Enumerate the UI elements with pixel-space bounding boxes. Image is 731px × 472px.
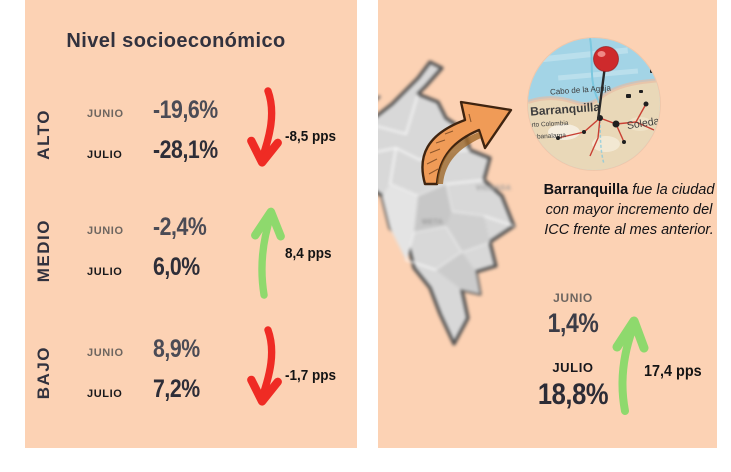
city-junio-label: JUNIO: [553, 291, 593, 305]
photo-label-puerto: Puerto Colombia: [528, 120, 569, 130]
arrow-down-icon: [247, 326, 282, 406]
level-row-medio: MEDIO JUNIO -2,4% JULIO 6,0% 8,4 pps: [25, 203, 357, 303]
julio-label: JULIO: [87, 149, 123, 161]
caption-city-name: Barranquilla: [543, 182, 629, 198]
socioeconomic-panel: Nivel socioeconómico ALTO JUNIO -19,6% J…: [25, 0, 357, 448]
level-label-alto: ALTO: [34, 108, 53, 160]
level-label-bajo: BAJO: [34, 346, 53, 400]
level-row-alto: ALTO JUNIO -19,6% JULIO -28,1% -8,5 pps: [25, 86, 357, 186]
city-julio-value: 18,8%: [537, 378, 609, 411]
colombia-map: META VICHADA: [378, 60, 516, 346]
junio-label: JUNIO: [87, 347, 124, 359]
photo-label-cape: Cabo de la Aguja: [550, 83, 612, 96]
city-julio-label: JULIO: [552, 360, 594, 375]
junio-value: -19,6%: [153, 96, 218, 124]
arrow-up-icon: [612, 316, 649, 415]
photo-label-soledad: Soledad: [626, 114, 660, 132]
pinned-map-image: Cabo de la Aguja Barranquilla Soledad Pu…: [528, 38, 660, 170]
change-pps: -8,5 pps: [285, 128, 337, 145]
arrow-up-icon: [251, 207, 285, 299]
julio-value: 7,2%: [153, 375, 200, 403]
photo-label-sabanalarga: Sabanalarga: [529, 132, 567, 141]
level-label-medio: MEDIO: [34, 219, 53, 283]
map-label-vichada: VICHADA: [476, 185, 511, 192]
junio-label: JUNIO: [87, 225, 124, 237]
junio-label: JUNIO: [87, 108, 124, 120]
junio-value: 8,9%: [153, 335, 200, 363]
panel-title: Nivel socioeconómico: [66, 30, 286, 52]
photo-label-city: Barranquilla: [530, 100, 601, 119]
map-label-meta: META: [422, 219, 443, 226]
julio-label: JULIO: [87, 266, 123, 278]
barranquilla-photo: Cabo de la Aguja Barranquilla Soledad Pu…: [528, 38, 660, 170]
julio-value: 6,0%: [153, 253, 200, 281]
caption-text: Barranquilla fue la ciudad con mayor inc…: [543, 182, 715, 238]
junio-value: -2,4%: [153, 213, 207, 241]
orange-arrow-icon: [421, 100, 513, 186]
barranquilla-panel: META VICHADA: [378, 0, 717, 448]
level-row-bajo: BAJO JUNIO 8,9% JULIO 7,2% -1,7 pps: [25, 325, 357, 425]
city-change-pps: 17,4 pps: [644, 363, 702, 380]
change-pps: -1,7 pps: [285, 367, 337, 384]
change-pps: 8,4 pps: [285, 245, 332, 262]
julio-value: -28,1%: [153, 136, 218, 164]
city-junio-value: 1,4%: [547, 308, 599, 338]
julio-label: JULIO: [87, 388, 123, 400]
arrow-down-icon: [247, 87, 282, 167]
